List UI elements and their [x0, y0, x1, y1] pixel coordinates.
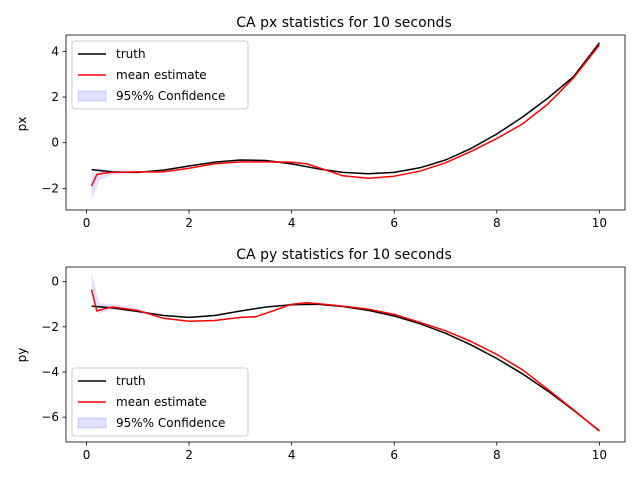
px-legend-label-mean-estimate: mean estimate [116, 68, 207, 82]
px-x-tick-label: 2 [185, 216, 193, 230]
px-chart: CA px statistics for 10 seconds px 0 2 4 6 8… [15, 15, 626, 230]
py-axes-frame [65, 266, 626, 443]
px-y-tick-label: 0 [51, 136, 59, 150]
py-y-tick-label: −4 [41, 365, 59, 379]
py-chart: CA py statistics for 10 seconds py 0 2 4 6 8… [15, 247, 626, 462]
px-legend-box [71, 40, 249, 110]
px-y-tick-label: 2 [51, 90, 59, 104]
px-y-axis-label: px [15, 117, 29, 132]
px-mean-estimate-line [90, 44, 600, 187]
py-legend-label-truth: truth [116, 374, 146, 388]
px-plot-area: 0 2 4 6 8 10 −2 0 2 4 truth mean estimate 95%% Confi… [41, 34, 626, 230]
py-legend-swatch-95-confidence [77, 417, 107, 429]
px-x-tick-label: 0 [83, 216, 91, 230]
px-confidence-band [91, 168, 138, 200]
py-x-tick-label: 4 [288, 448, 296, 462]
px-axes-frame [65, 34, 626, 211]
px-x-tick-label: 8 [493, 216, 501, 230]
py-x-tick-label: 0 [83, 448, 91, 462]
px-x-tick-label: 6 [390, 216, 398, 230]
py-chart-title: CA py statistics for 10 seconds [236, 247, 451, 263]
py-y-tick-label: −6 [41, 410, 59, 424]
px-y-tick-label: −2 [41, 181, 59, 195]
py-legend-box [71, 367, 249, 437]
py-mean-estimate-line [90, 289, 600, 432]
px-legend: truth mean estimate 95%% Confidence [71, 40, 249, 110]
py-x-tick-label: 8 [493, 448, 501, 462]
py-x-tick-label: 2 [185, 448, 193, 462]
px-truth-line [91, 42, 600, 175]
py-legend-label-mean-estimate: mean estimate [116, 395, 207, 409]
py-x-tick-label: 10 [592, 448, 607, 462]
py-y-tick-label: 0 [51, 275, 59, 289]
px-x-tick-label: 4 [288, 216, 296, 230]
py-x-tick-label: 6 [390, 448, 398, 462]
py-plot-area: 0 2 4 6 8 10 −6 −4 −2 0 truth mean estimate 95%% Con… [41, 266, 626, 462]
px-y-tick-label: 4 [51, 44, 59, 58]
px-legend-swatch-95-confidence [77, 90, 107, 102]
px-legend-label-truth: truth [116, 47, 146, 61]
py-y-tick-label: −2 [41, 320, 59, 334]
px-x-tick-label: 10 [592, 216, 607, 230]
py-legend: truth mean estimate 95%% Confidence [71, 367, 249, 437]
py-y-axis-label: py [15, 348, 29, 363]
py-legend-label-95-confidence: 95%% Confidence [116, 416, 225, 430]
px-legend-label-95-confidence: 95%% Confidence [116, 89, 225, 103]
px-chart-title: CA px statistics for 10 seconds [236, 15, 451, 31]
